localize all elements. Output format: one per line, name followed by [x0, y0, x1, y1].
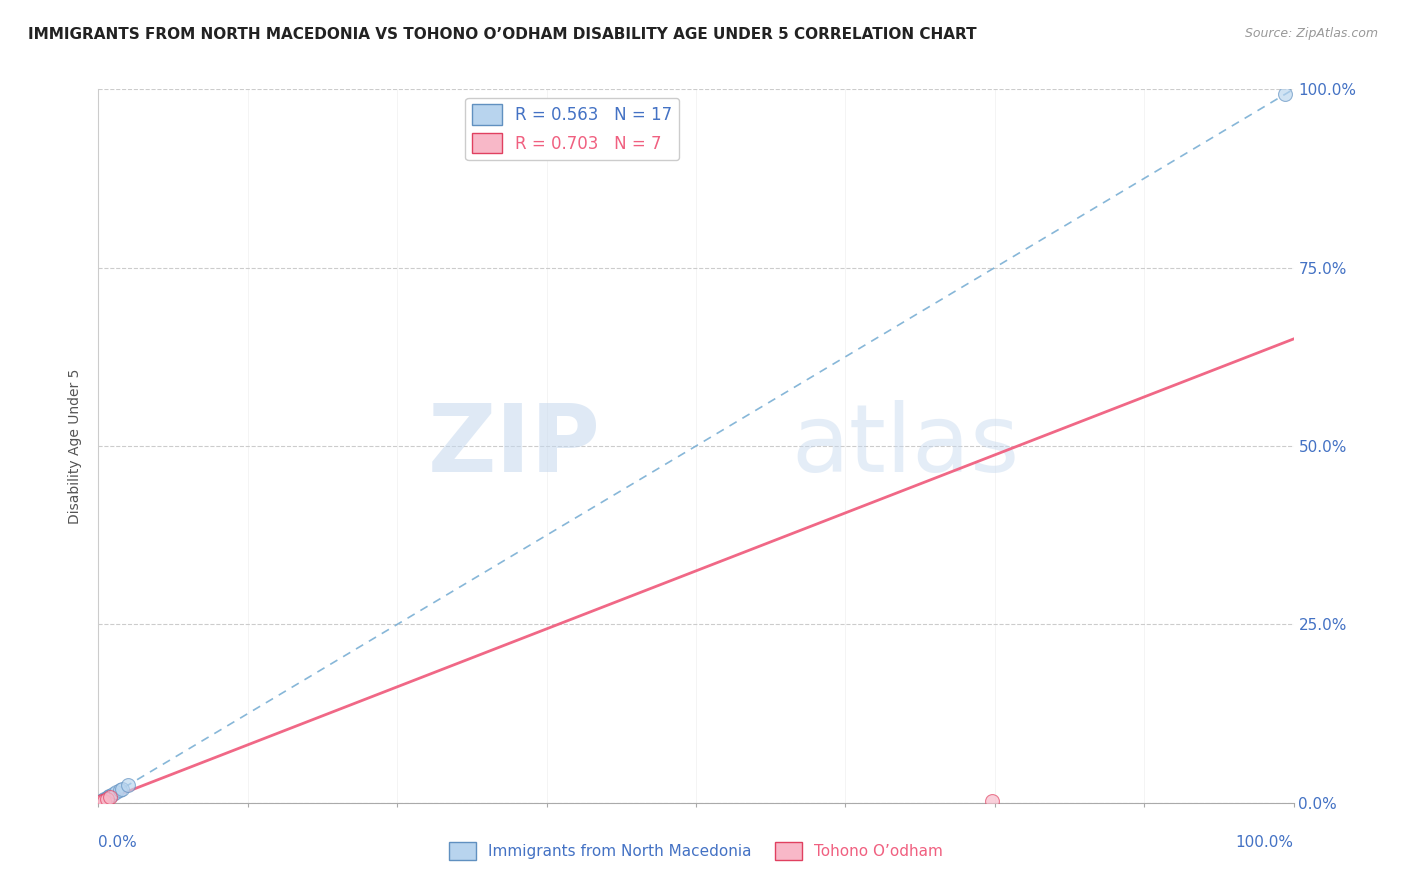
Point	[90, 794, 112, 808]
Point	[108, 783, 131, 797]
Text: Source: ZipAtlas.com: Source: ZipAtlas.com	[1244, 27, 1378, 40]
Point	[89, 795, 111, 809]
Point	[93, 792, 115, 806]
Point	[91, 793, 114, 807]
Point	[98, 789, 121, 804]
Point	[90, 795, 112, 809]
Point	[87, 796, 110, 810]
Point	[94, 791, 117, 805]
Point	[117, 778, 139, 792]
Point	[101, 787, 124, 801]
Point	[111, 781, 134, 796]
Text: 100.0%: 100.0%	[1236, 835, 1294, 850]
Point	[91, 794, 114, 808]
Point	[98, 789, 122, 803]
Text: atlas: atlas	[792, 400, 1019, 492]
Point	[87, 796, 110, 810]
Text: IMMIGRANTS FROM NORTH MACEDONIA VS TOHONO O’ODHAM DISABILITY AGE UNDER 5 CORRELA: IMMIGRANTS FROM NORTH MACEDONIA VS TOHON…	[28, 27, 977, 42]
Point	[981, 794, 1004, 808]
Legend: Immigrants from North Macedonia, Tohono O’odham: Immigrants from North Macedonia, Tohono …	[443, 836, 949, 866]
Point	[105, 785, 128, 799]
Text: 0.0%: 0.0%	[98, 835, 138, 850]
Point	[91, 794, 114, 808]
Point	[96, 792, 118, 806]
Point	[96, 790, 118, 805]
Text: ZIP: ZIP	[427, 400, 600, 492]
Point	[93, 794, 115, 808]
Y-axis label: Disability Age Under 5: Disability Age Under 5	[69, 368, 83, 524]
Point	[97, 790, 120, 805]
Point	[1274, 87, 1296, 102]
Point	[98, 790, 122, 805]
